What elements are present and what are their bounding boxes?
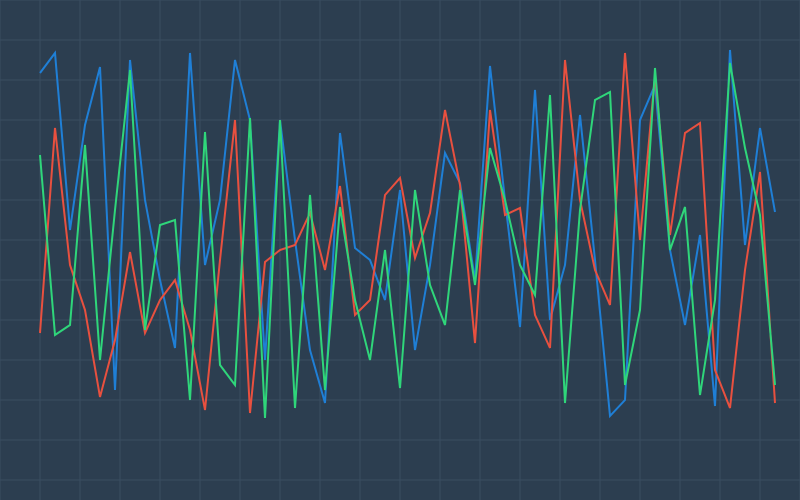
series-line [39,62,776,419]
series-line [39,49,776,419]
